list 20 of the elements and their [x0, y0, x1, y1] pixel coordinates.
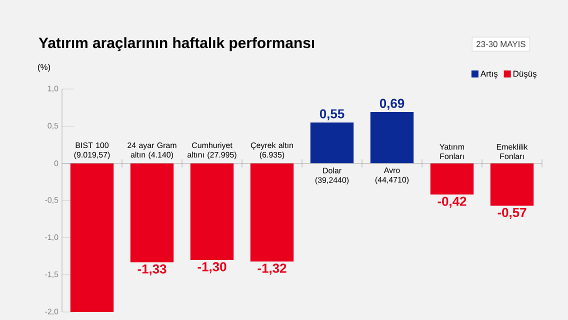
bar: [430, 163, 474, 195]
data-label: -0,57: [498, 208, 526, 219]
legend-label: Düşüş: [514, 70, 537, 78]
chart-subtitle: 23-30 MAYIS: [476, 41, 526, 48]
bar: [310, 122, 354, 164]
bar: [130, 163, 174, 262]
bar: [250, 163, 294, 262]
bar: [70, 163, 114, 312]
chart-title: Yatırım araçlarının haftalık performansı: [38, 37, 314, 52]
data-label: -1,30: [198, 262, 226, 274]
data-label: -0,42: [438, 196, 466, 208]
y-axis-title: (%): [38, 64, 50, 72]
bar: [370, 112, 414, 164]
data-label: 0,55: [320, 109, 344, 120]
bar: [190, 163, 234, 260]
data-label: -1,33: [138, 264, 166, 276]
bar: [490, 163, 534, 206]
data-label: 0,69: [380, 98, 404, 110]
data-label: -1,32: [258, 264, 286, 275]
legend-label: Artış: [480, 70, 498, 78]
